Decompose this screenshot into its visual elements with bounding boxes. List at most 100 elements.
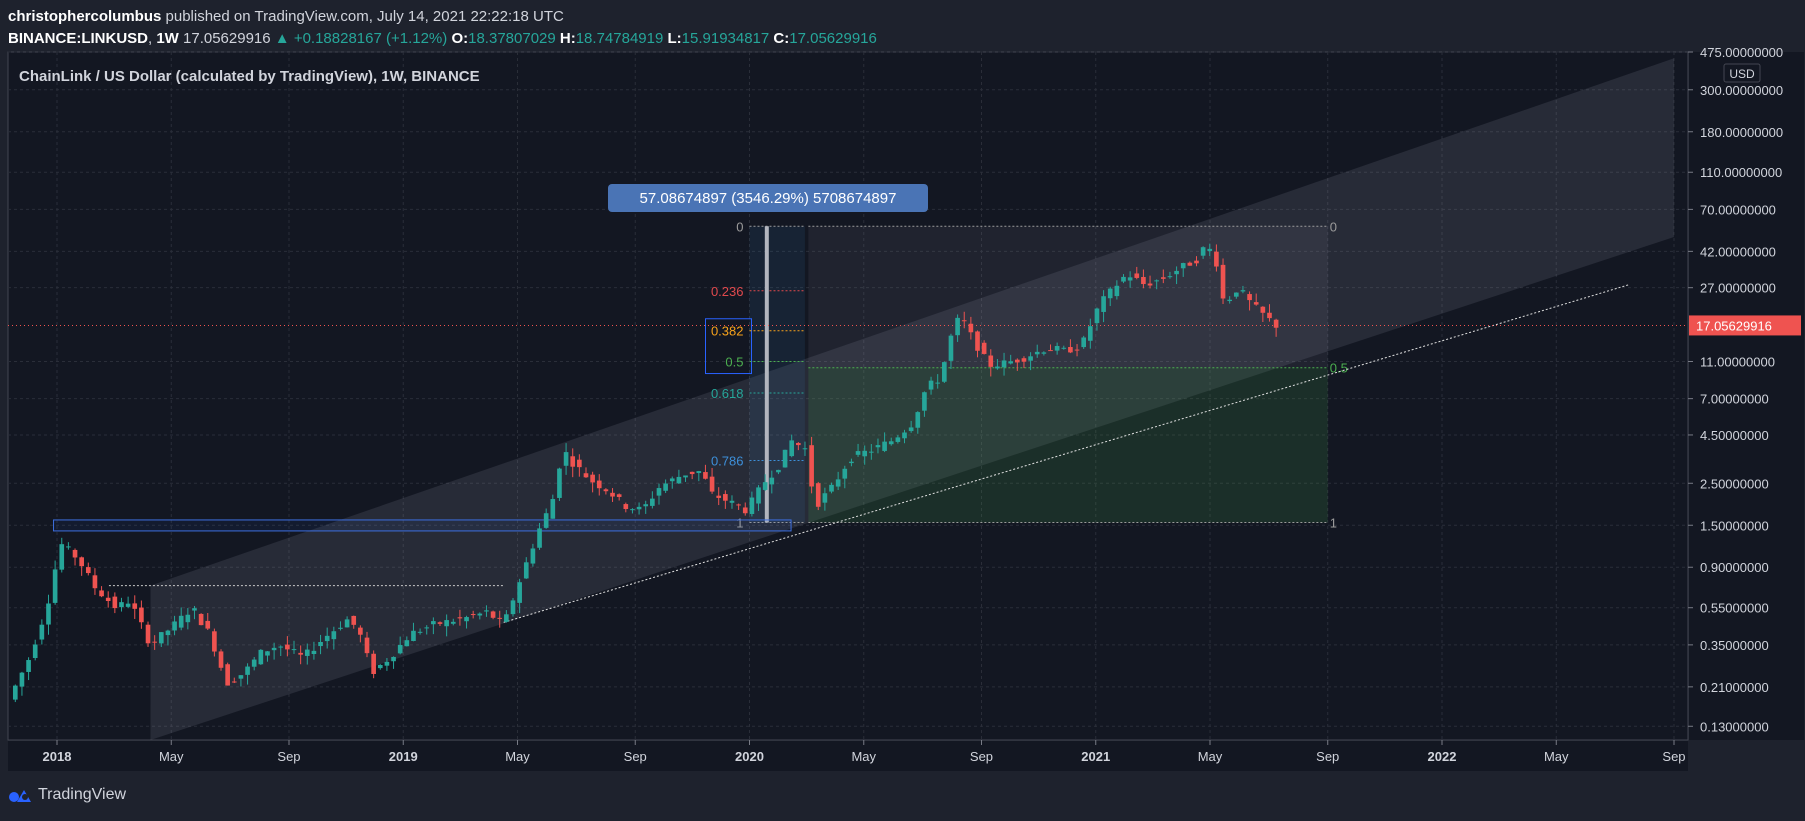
- candle-body: [278, 646, 284, 648]
- candle-body: [251, 659, 257, 667]
- candle-body: [92, 575, 98, 589]
- y-tick-label: 70.00000000: [1700, 202, 1776, 217]
- fib-level-label: 0.786: [711, 453, 744, 468]
- candle-body: [1194, 260, 1199, 264]
- candle-body: [1267, 312, 1272, 319]
- x-tick-label: Sep: [624, 749, 647, 764]
- open-value: 18.37807029: [468, 30, 556, 47]
- candle-body: [517, 582, 522, 603]
- candle-body: [616, 494, 622, 497]
- candle-body: [457, 617, 463, 619]
- candle-body: [543, 513, 549, 528]
- x-tick-label: Sep: [970, 749, 993, 764]
- candle-body: [72, 549, 78, 558]
- tradingview-brand[interactable]: TradingView: [8, 786, 126, 804]
- candle-body: [776, 469, 781, 473]
- candle-body: [742, 507, 748, 514]
- candle-body: [623, 504, 629, 510]
- candle-body: [490, 611, 496, 618]
- candle-body: [1074, 349, 1080, 351]
- candle-body: [822, 493, 828, 503]
- candle-body: [1001, 360, 1007, 368]
- change-value: +0.18828167 (+1.12%): [293, 30, 448, 47]
- symbol[interactable]: BINANCE:LINKUSD: [8, 30, 148, 47]
- fib-level-label: 0.236: [711, 284, 744, 299]
- x-tick-label: May: [505, 749, 530, 764]
- candle-body: [875, 445, 881, 448]
- candle-body: [99, 590, 104, 597]
- candle-body: [437, 622, 443, 624]
- interval[interactable]: 1W: [156, 30, 179, 47]
- candle-body: [417, 631, 423, 633]
- fib-zone-lower: [808, 367, 1328, 523]
- author-name[interactable]: christophercolumbus: [8, 8, 162, 25]
- candle-body: [79, 557, 84, 567]
- candle-body: [85, 567, 91, 574]
- candle-body: [450, 621, 456, 624]
- candle-body: [1141, 276, 1146, 285]
- x-tick-label: 2022: [1428, 749, 1457, 764]
- candle-body: [570, 456, 576, 467]
- fib-right-level-label: 0.5: [1330, 361, 1348, 376]
- candle-body: [563, 452, 569, 466]
- candle-body: [431, 621, 436, 625]
- candle-body: [32, 644, 38, 659]
- x-tick-label: May: [159, 749, 184, 764]
- candle-body: [1028, 356, 1033, 361]
- candle-body: [119, 602, 124, 608]
- plot-background: [7, 51, 1689, 741]
- candle-body: [557, 468, 562, 498]
- candle-body: [716, 495, 722, 498]
- time-axis-background: [8, 741, 1688, 771]
- candle-body: [225, 664, 230, 686]
- candle-body: [1200, 247, 1206, 256]
- candle-body: [523, 562, 529, 579]
- candle-body: [1227, 299, 1232, 302]
- candle-body: [955, 317, 960, 336]
- candle-body: [258, 649, 264, 665]
- candle-body: [630, 509, 635, 511]
- candle-body: [550, 499, 556, 519]
- y-tick-label: 11.00000000: [1700, 354, 1775, 369]
- y-tick-label: 2.50000000: [1700, 476, 1769, 491]
- candle-body: [1214, 251, 1219, 267]
- candle-body: [729, 500, 735, 503]
- y-tick-label: 0.35000000: [1700, 638, 1769, 653]
- candle-body: [1101, 296, 1106, 312]
- x-tick-label: May: [851, 749, 876, 764]
- candle-body: [1094, 308, 1100, 324]
- candle-body: [298, 652, 303, 655]
- candle-body: [351, 615, 357, 625]
- y-tick-label: 0.13000000: [1700, 719, 1769, 734]
- time-axis[interactable]: 2018 May Sep 2019 May Sep 2020 May Sep 2021 May Sep…: [43, 740, 1686, 764]
- candle-body: [1253, 302, 1259, 305]
- candle-body: [112, 596, 118, 609]
- price-axis[interactable]: 475.00000000 300.00000000 180.00000000 110.…: [1688, 45, 1801, 734]
- candle-body: [1114, 285, 1120, 297]
- fib-level-label: 0.382: [711, 324, 744, 339]
- candle-body: [12, 685, 18, 700]
- candle-body: [583, 473, 589, 478]
- last-value: 17.05629916: [183, 30, 271, 47]
- candle-body: [636, 506, 642, 510]
- candle-body: [981, 342, 987, 354]
- candle-body: [26, 660, 31, 672]
- price-axis-background: [1689, 52, 1804, 740]
- candle-body: [344, 619, 350, 628]
- candle-body: [1048, 350, 1053, 352]
- candle-body: [19, 672, 25, 687]
- candle-body: [815, 483, 821, 507]
- candle-body: [590, 474, 595, 483]
- candle-body: [829, 484, 834, 492]
- candle-body: [331, 631, 337, 640]
- candle-body: [922, 392, 927, 411]
- candle-body: [869, 451, 874, 453]
- candle-body: [895, 437, 901, 442]
- candle-body: [656, 488, 662, 496]
- fib-level-label: 0.618: [711, 386, 744, 401]
- candle-body: [178, 615, 184, 628]
- x-tick-label: 2021: [1081, 749, 1110, 764]
- candle-body: [139, 607, 144, 623]
- candle-body: [1147, 283, 1153, 286]
